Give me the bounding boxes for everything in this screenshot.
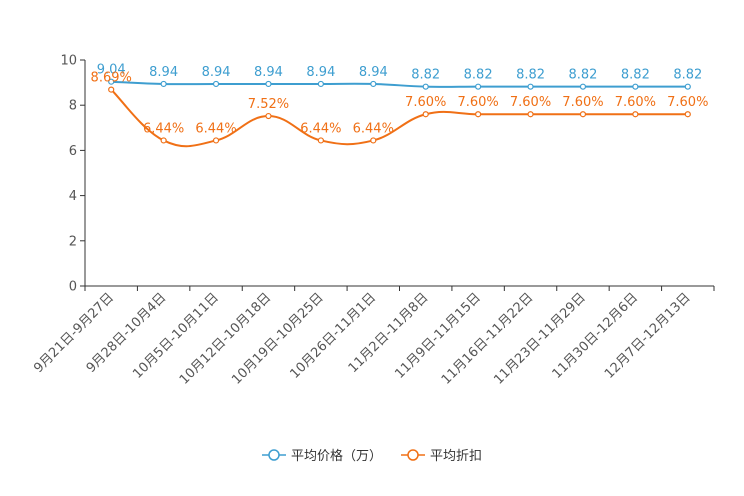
series-line-0: [111, 80, 688, 88]
legend-item-0[interactable]: 平均价格（万）: [262, 448, 382, 464]
data-label: 7.60%: [667, 95, 708, 110]
data-point[interactable]: [527, 83, 534, 90]
legend-label: 平均价格（万）: [291, 448, 382, 464]
legend-marker-icon: [407, 449, 419, 461]
data-point[interactable]: [370, 80, 377, 88]
data-labels-layer: 9.04 8.94 8.94 8.94 8.94 8.94 8.82 8.82 8.82 8.82…: [91, 63, 709, 137]
data-label: 6.44%: [353, 121, 394, 136]
data-label: 7.60%: [615, 95, 656, 110]
data-label: 6.44%: [195, 121, 236, 136]
data-label: 6.44%: [143, 121, 184, 136]
x-tick-label: 10月19日-10月25日: [229, 290, 326, 387]
data-label: 8.82: [621, 68, 650, 83]
x-tick-label: 10月12日-10月18日: [177, 290, 274, 387]
data-label: 8.82: [411, 68, 440, 83]
legend-label: 平均折扣: [430, 449, 482, 464]
data-label: 8.69%: [91, 71, 132, 86]
data-label: 9.04: [97, 63, 126, 78]
data-label: 7.60%: [562, 95, 603, 110]
data-point[interactable]: [527, 111, 534, 118]
axes: 02468109月21日-9月27日9月28日-10月4日10月5日-10月11…: [31, 54, 715, 388]
data-point[interactable]: [317, 137, 324, 144]
data-label: 8.82: [673, 68, 702, 83]
data-point[interactable]: [684, 83, 691, 90]
data-label: 7.60%: [457, 95, 498, 110]
legend-marker-icon: [268, 449, 280, 461]
data-point[interactable]: [579, 83, 587, 90]
data-point[interactable]: [212, 80, 220, 88]
series-layer: [108, 78, 691, 148]
x-tick-label: 11月16日-11月22日: [439, 290, 536, 387]
data-label: 8.94: [254, 65, 283, 80]
data-label: 7.60%: [405, 95, 446, 110]
y-tick-label: 4: [69, 189, 77, 204]
data-label: 8.94: [202, 65, 231, 80]
data-label: 7.60%: [510, 95, 551, 110]
legend[interactable]: 平均价格（万） 平均折扣: [262, 448, 482, 464]
data-point[interactable]: [475, 83, 482, 90]
data-point[interactable]: [212, 137, 220, 144]
data-point[interactable]: [579, 111, 587, 118]
data-point[interactable]: [422, 111, 429, 118]
data-point[interactable]: [370, 137, 377, 144]
data-label: 8.94: [149, 65, 178, 80]
y-tick-label: 10: [60, 54, 77, 69]
data-label: 8.94: [359, 65, 388, 80]
y-tick-label: 8: [69, 99, 77, 114]
data-label: 6.44%: [300, 121, 341, 136]
legend-item-1[interactable]: 平均折扣: [401, 449, 482, 464]
x-tick-label: 11月23日-11月29日: [491, 290, 588, 387]
data-label: 8.82: [516, 68, 545, 83]
data-point[interactable]: [684, 111, 691, 118]
data-point[interactable]: [265, 80, 272, 88]
data-point[interactable]: [160, 80, 167, 88]
data-point[interactable]: [108, 86, 115, 93]
data-label: 7.52%: [248, 97, 289, 112]
y-tick-label: 0: [69, 280, 77, 295]
data-point[interactable]: [632, 83, 639, 90]
data-point[interactable]: [317, 80, 324, 88]
data-point[interactable]: [108, 78, 115, 85]
y-tick-label: 6: [69, 144, 77, 159]
data-label: 8.82: [568, 68, 597, 83]
data-label: 8.82: [464, 68, 493, 83]
y-tick-label: 2: [69, 234, 77, 249]
data-point[interactable]: [160, 137, 167, 144]
data-point[interactable]: [475, 111, 482, 118]
data-point[interactable]: [422, 83, 429, 90]
data-point[interactable]: [632, 111, 639, 118]
data-label: 8.94: [306, 65, 335, 80]
data-point[interactable]: [265, 112, 272, 120]
